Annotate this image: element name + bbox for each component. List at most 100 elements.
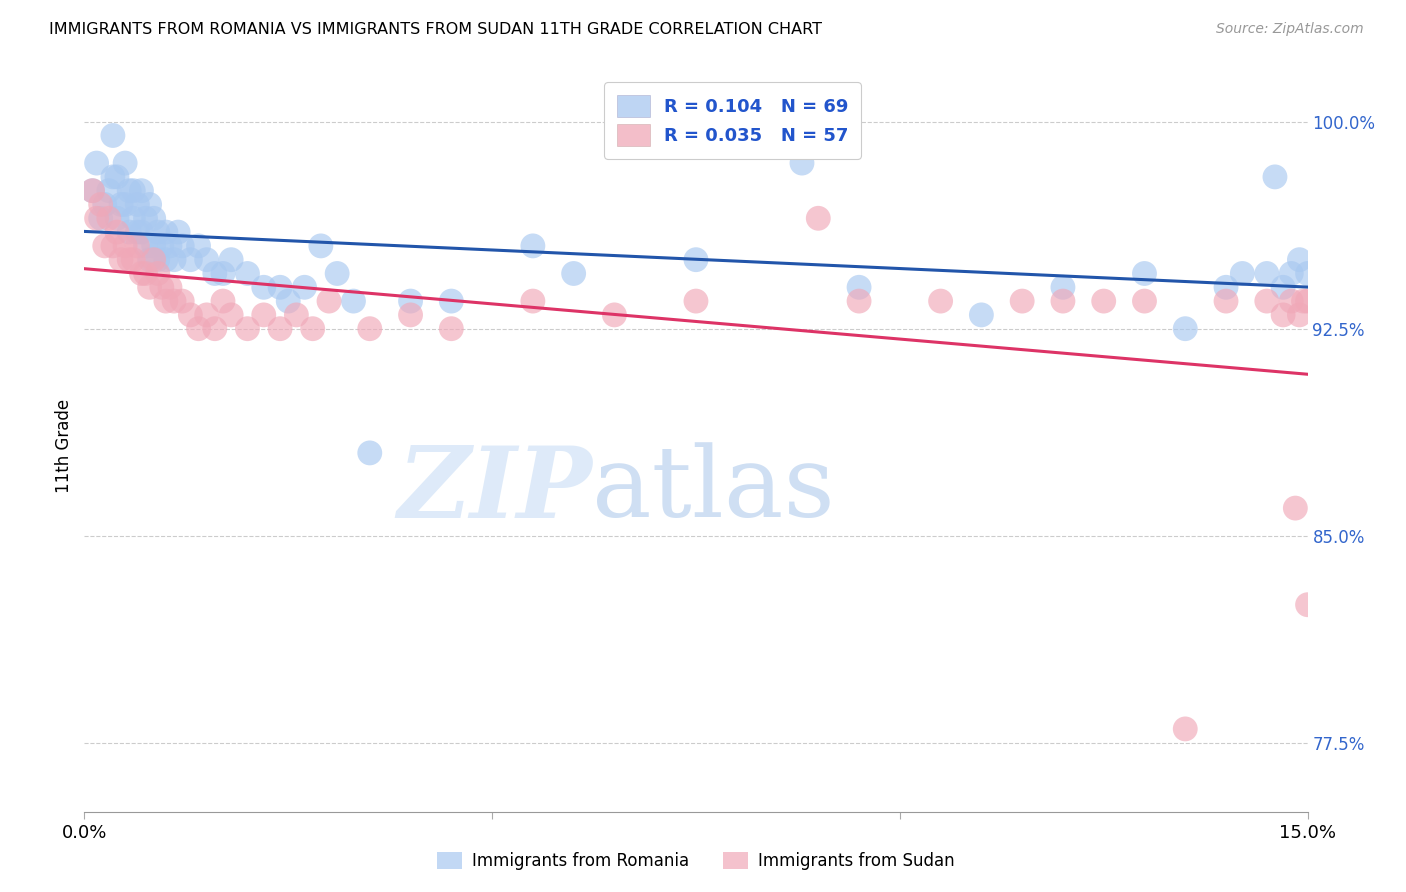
Point: [179, 308, 201, 322]
Point: [135, 211, 157, 226]
Point: [848, 280, 870, 294]
Point: [1279, 294, 1302, 309]
Point: [204, 267, 226, 281]
Point: [155, 294, 177, 309]
Point: [562, 267, 585, 281]
Point: [1256, 294, 1278, 309]
Point: [150, 280, 173, 294]
Point: [204, 321, 226, 335]
Point: [118, 184, 141, 198]
Point: [399, 294, 422, 309]
Point: [135, 267, 157, 281]
Point: [212, 267, 235, 281]
Point: [807, 211, 830, 226]
Point: [155, 252, 177, 267]
Point: [1296, 598, 1319, 612]
Point: [82, 184, 104, 198]
Point: [929, 294, 952, 309]
Point: [1296, 267, 1319, 281]
Point: [269, 280, 291, 294]
Point: [163, 294, 186, 309]
Point: [522, 239, 544, 253]
Point: [118, 252, 141, 267]
Point: [127, 225, 149, 239]
Point: [127, 239, 149, 253]
Point: [1174, 722, 1197, 736]
Point: [309, 239, 332, 253]
Point: [1215, 280, 1237, 294]
Point: [236, 321, 259, 335]
Point: [253, 280, 276, 294]
Point: [187, 321, 209, 335]
Point: [359, 321, 381, 335]
Point: [110, 197, 132, 211]
Point: [159, 239, 181, 253]
Point: [118, 225, 141, 239]
Point: [1272, 308, 1295, 322]
Point: [131, 184, 153, 198]
Point: [82, 184, 104, 198]
Point: [1092, 294, 1115, 309]
Point: [105, 225, 128, 239]
Point: [131, 267, 153, 281]
Point: [685, 294, 707, 309]
Y-axis label: 11th Grade: 11th Grade: [55, 399, 73, 493]
Point: [146, 225, 169, 239]
Text: Source: ZipAtlas.com: Source: ZipAtlas.com: [1216, 22, 1364, 37]
Point: [1279, 267, 1302, 281]
Text: atlas: atlas: [592, 442, 835, 538]
Point: [86, 156, 108, 170]
Point: [212, 294, 235, 309]
Point: [790, 156, 813, 170]
Point: [285, 308, 308, 322]
Text: IMMIGRANTS FROM ROMANIA VS IMMIGRANTS FROM SUDAN 11TH GRADE CORRELATION CHART: IMMIGRANTS FROM ROMANIA VS IMMIGRANTS FR…: [49, 22, 823, 37]
Point: [522, 294, 544, 309]
Point: [110, 252, 132, 267]
Point: [1272, 280, 1295, 294]
Point: [195, 308, 218, 322]
Point: [1296, 294, 1319, 309]
Point: [138, 197, 160, 211]
Point: [219, 252, 242, 267]
Point: [179, 252, 201, 267]
Point: [1288, 308, 1310, 322]
Point: [142, 211, 165, 226]
Point: [195, 252, 218, 267]
Point: [150, 239, 173, 253]
Point: [236, 267, 259, 281]
Point: [101, 239, 124, 253]
Point: [163, 252, 186, 267]
Point: [603, 308, 626, 322]
Point: [97, 211, 120, 226]
Point: [440, 321, 463, 335]
Point: [1174, 321, 1197, 335]
Point: [1011, 294, 1033, 309]
Point: [219, 308, 242, 322]
Point: [138, 252, 160, 267]
Point: [122, 252, 145, 267]
Point: [970, 308, 993, 322]
Point: [101, 169, 124, 184]
Point: [122, 211, 145, 226]
Point: [97, 184, 120, 198]
Point: [1052, 280, 1074, 294]
Point: [172, 294, 194, 309]
Point: [318, 294, 340, 309]
Point: [326, 267, 349, 281]
Point: [105, 211, 128, 226]
Point: [253, 308, 276, 322]
Point: [1288, 252, 1310, 267]
Point: [86, 211, 108, 226]
Point: [277, 294, 299, 309]
Point: [1133, 267, 1156, 281]
Point: [399, 308, 422, 322]
Point: [440, 294, 463, 309]
Point: [848, 294, 870, 309]
Point: [159, 280, 181, 294]
Point: [90, 197, 112, 211]
Point: [1284, 501, 1306, 516]
Point: [294, 280, 316, 294]
Point: [1264, 169, 1286, 184]
Point: [685, 252, 707, 267]
Point: [1133, 294, 1156, 309]
